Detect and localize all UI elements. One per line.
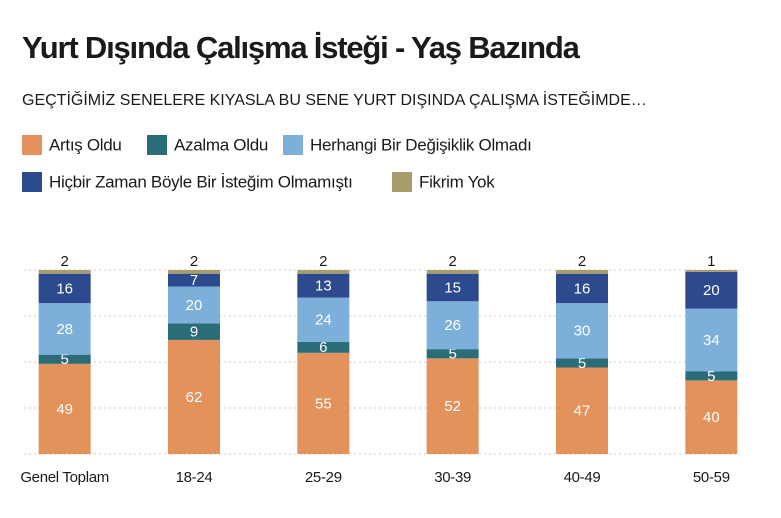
data-label: 16	[56, 280, 73, 297]
legend-label: Azalma Oldu	[174, 135, 268, 154]
x-tick-label: 50-59	[693, 469, 730, 486]
data-label: 16	[574, 280, 591, 297]
bar-segment	[297, 270, 350, 274]
legend-label: Hiçbir Zaman Böyle Bir İsteğim Olmamıştı	[49, 172, 353, 191]
legend-label: Artış Oldu	[49, 135, 122, 154]
bar-segment	[38, 270, 91, 274]
x-tick-label: 30-39	[434, 469, 471, 486]
legend-swatch	[22, 135, 42, 155]
data-label: 5	[707, 368, 715, 385]
data-label: 26	[444, 317, 461, 334]
bar-segment	[685, 271, 738, 309]
data-label: 20	[703, 282, 720, 299]
data-label: 5	[60, 351, 68, 368]
bar-segment	[426, 349, 479, 359]
data-label: 24	[315, 312, 332, 329]
bar-segment	[168, 270, 220, 274]
data-label: 49	[56, 401, 73, 418]
data-label: 9	[190, 324, 198, 341]
legend-swatch	[22, 172, 42, 192]
data-label: 13	[315, 278, 332, 295]
bar-segment	[426, 273, 479, 302]
bar-segment	[168, 323, 220, 340]
data-label: 55	[315, 395, 332, 412]
bar-segment	[685, 270, 738, 272]
bar-segment	[168, 273, 220, 287]
data-label: 52	[444, 398, 461, 415]
data-label: 5	[448, 346, 456, 363]
x-tick-label: 40-49	[564, 469, 601, 486]
data-label: 47	[574, 403, 591, 420]
legend-label: Fikrim Yok	[419, 172, 495, 191]
data-label: 7	[190, 272, 198, 289]
data-label: 2	[319, 253, 327, 270]
bar-segment	[685, 308, 738, 372]
bar-segment	[297, 341, 350, 353]
bar-segment	[556, 303, 608, 359]
data-label: 1	[707, 253, 715, 270]
bar-segment	[38, 303, 91, 355]
data-label: 2	[448, 253, 456, 270]
bar-segment	[685, 371, 738, 381]
data-label: 20	[186, 297, 203, 314]
bar-segment	[556, 270, 608, 274]
bar-segment	[426, 358, 479, 454]
chart-subtitle: GEÇTİĞİMİZ SENELERE KIYASLA BU SENE YURT…	[22, 90, 647, 109]
bar-segment	[168, 339, 220, 454]
chart-title: Yurt Dışında Çalışma İsteği - Yaş Bazınd…	[22, 30, 581, 65]
bar-segment	[297, 297, 350, 342]
bar-segment	[426, 270, 479, 274]
legend-swatch	[392, 172, 412, 192]
bar-segment	[297, 273, 350, 298]
data-label: 2	[60, 253, 68, 270]
legend-label: Herhangi Bir Değişiklik Olmadı	[310, 135, 532, 154]
data-label: 62	[186, 389, 203, 406]
data-label: 2	[190, 253, 198, 270]
bar-segment	[556, 273, 608, 304]
data-label: 6	[319, 339, 327, 356]
data-label: 28	[56, 321, 73, 338]
data-label: 30	[574, 323, 591, 340]
legend-swatch	[283, 135, 303, 155]
bar-segment	[556, 358, 608, 368]
data-label: 34	[703, 332, 720, 349]
data-label: 40	[703, 409, 720, 426]
data-label: 2	[578, 253, 586, 270]
bar-segment	[38, 354, 91, 364]
bar-segment	[38, 273, 91, 304]
bar-segment	[297, 352, 350, 454]
x-tick-label: 18-24	[176, 469, 213, 486]
data-label: 5	[578, 355, 586, 372]
data-label: 15	[444, 279, 461, 296]
bar-segment	[426, 301, 479, 350]
x-tick-label: 25-29	[305, 469, 342, 486]
legend-swatch	[147, 135, 167, 155]
x-tick-label: Genel Toplam	[20, 469, 109, 486]
bar-segment	[685, 380, 738, 454]
bar-segment	[38, 363, 91, 454]
bar-segment	[556, 367, 608, 454]
bar-segment	[168, 286, 220, 324]
